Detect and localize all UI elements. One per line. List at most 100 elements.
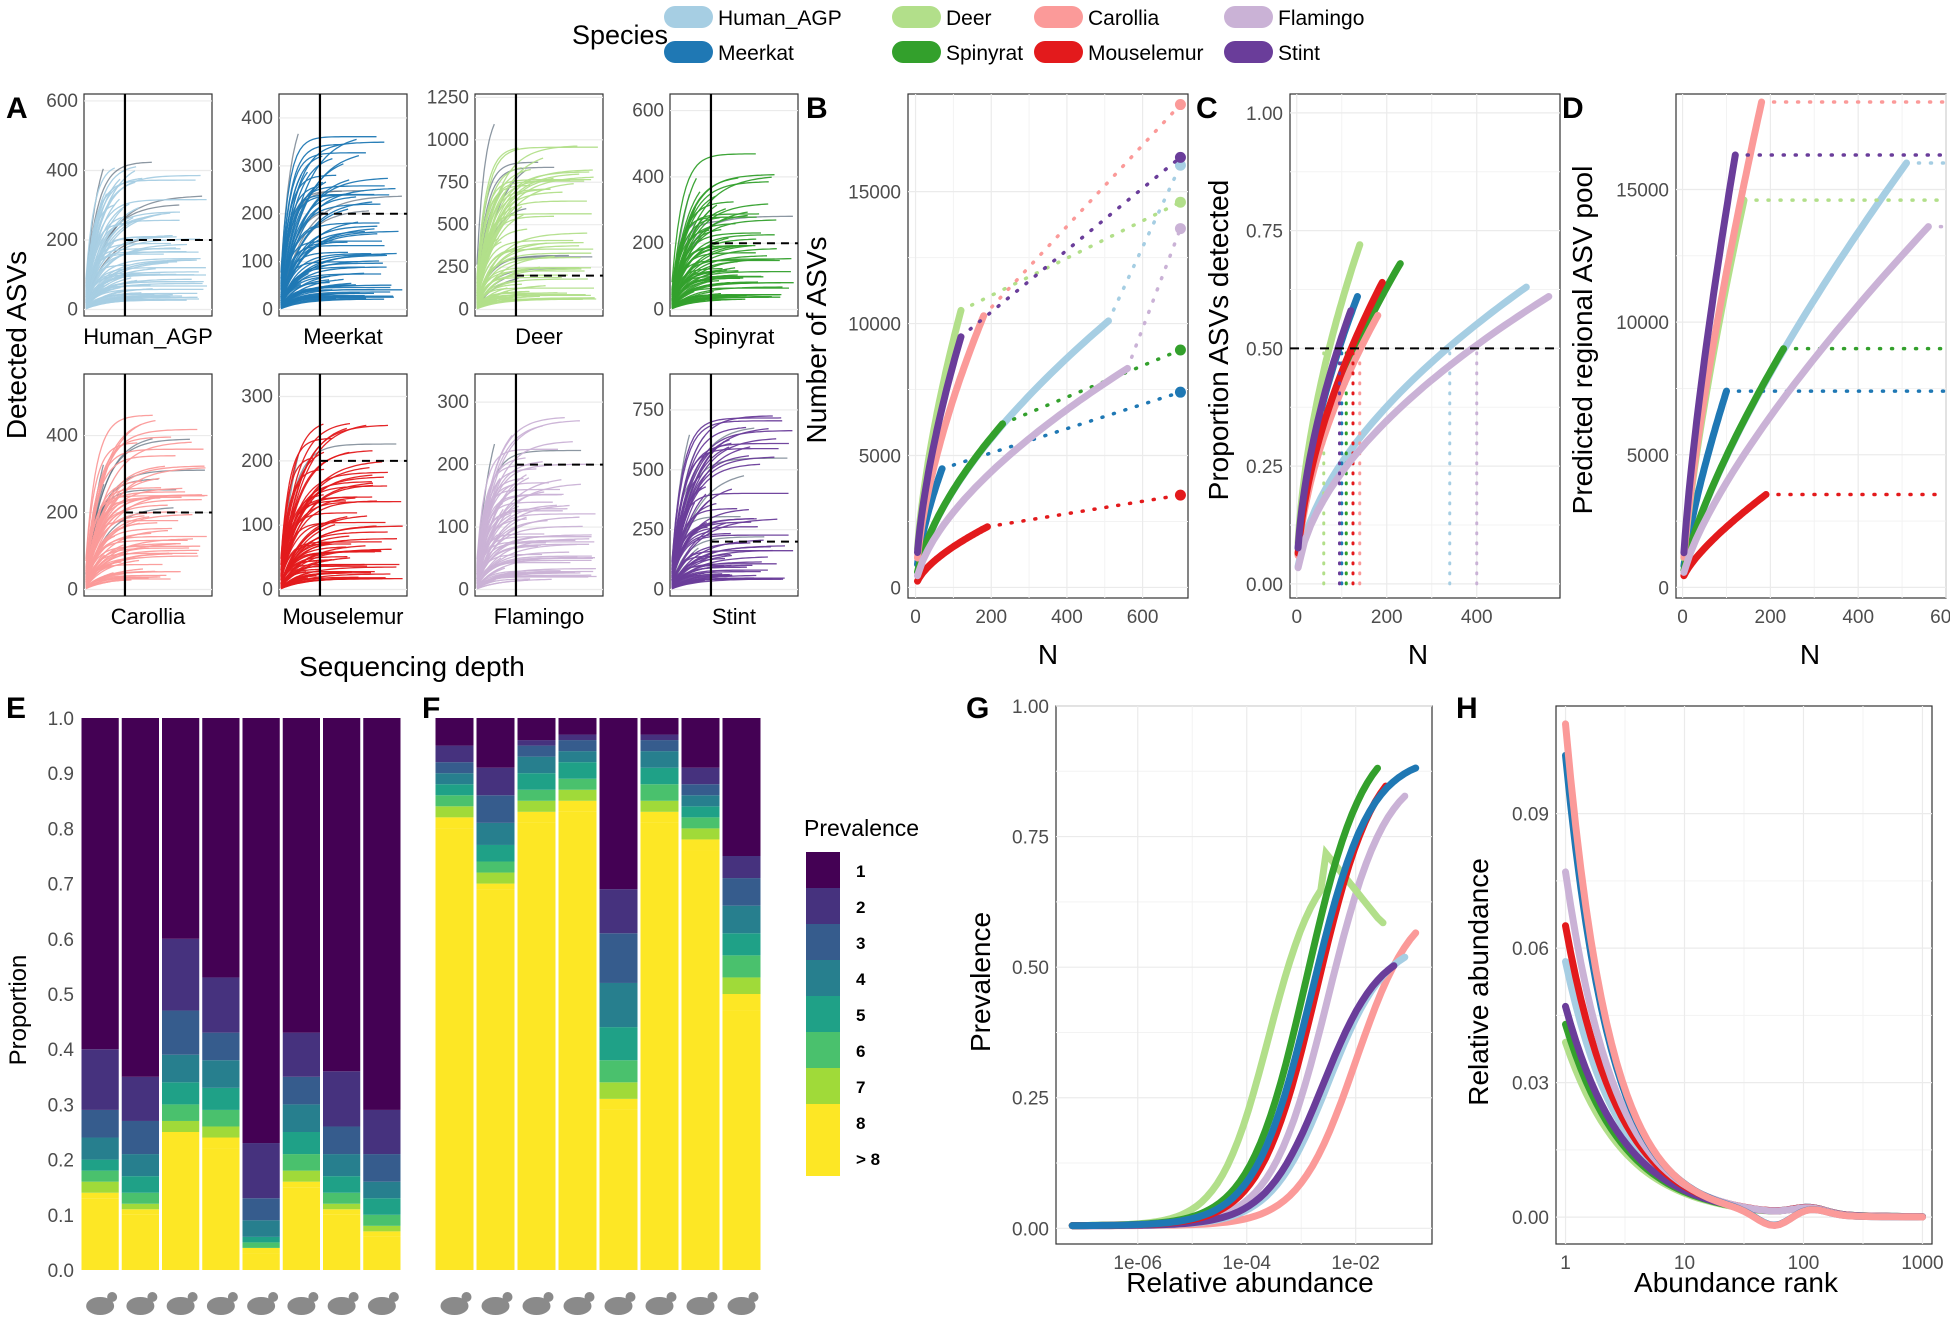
rarefaction-curve-human-agp (85, 161, 152, 287)
rarefaction-curve-carollia (85, 578, 171, 588)
facet-ytick-label: 400 (46, 160, 78, 181)
panel-label-d: D (1562, 92, 1584, 125)
panel-f-bar-segment-human-agp-2 (435, 745, 474, 763)
panel-e-species-icon-head-spinyrat (227, 1292, 238, 1302)
rarefaction-curve-mouselemur (280, 550, 382, 585)
rarefaction-curve-meerkat (280, 241, 332, 301)
rarefaction-curve-meerkat (280, 225, 378, 302)
rarefaction-curve-carollia (85, 535, 207, 582)
panel-f-bar-segment-mouselemur-4 (640, 751, 679, 768)
panel-e-bar-segment-deer-7 (162, 1120, 200, 1132)
facet-ytick-label: 250 (632, 520, 664, 541)
rarefaction-curve-mouselemur (280, 424, 367, 576)
rarefaction-curve-mouselemur (280, 500, 300, 570)
rarefaction-curve-mouselemur (280, 525, 377, 585)
panel-g-ytick-label: 0.25 (1012, 1089, 1049, 1110)
panel-e-bar-segment-meerkat-4 (121, 1154, 159, 1177)
panel-e-ytick-label: 0.6 (48, 930, 74, 951)
panel-c-ytick-label: 0.50 (1246, 339, 1283, 360)
rarefaction-curve-flamingo (476, 512, 512, 577)
rarefaction-curve-mouselemur (280, 571, 307, 587)
prevalence-key-4 (806, 960, 840, 996)
panel-e-prevalence-bars: 0.0 0.1 0.2 0.3 0.4 0.5 0.6 0.7 0.8 0.9 1.0 (48, 709, 402, 1315)
panel-c-ytick-label: 0.75 (1246, 222, 1283, 243)
rarefaction-curve-flamingo (476, 516, 580, 584)
rarefaction-curve-stint (671, 539, 764, 586)
facet-ytick-label: 250 (437, 257, 469, 278)
rarefaction-curve-spinyrat (671, 153, 756, 283)
panel-h-ytick-label: 0.00 (1512, 1208, 1549, 1229)
rarefaction-curve-human-agp (85, 271, 199, 306)
panel-f-bar-segment-human-agp-6 (435, 795, 474, 807)
panel-e-species-icon-head-meerkat (147, 1292, 158, 1302)
panel-d-plot-frame (1675, 93, 1947, 599)
rarefaction-curve-human-agp (85, 298, 144, 309)
rarefaction-curve-human-agp (85, 259, 197, 306)
rarefaction-curve-stint (671, 569, 768, 588)
panel-h-ytick-label: 0.03 (1512, 1074, 1549, 1095)
panel-e-species-icon-human-agp (86, 1297, 115, 1315)
facet-ytick-label: 300 (437, 392, 469, 413)
panel-f-bar-segment-mouselemur-7 (640, 800, 679, 812)
rarefaction-curve-spinyrat (671, 245, 739, 304)
rarefaction-curve-human-agp (85, 242, 171, 298)
panel-e-bar-segment-stint-2 (363, 1109, 401, 1155)
rarefaction-curve-human-agp (85, 211, 180, 299)
panel-e-bar-segment-mouselemur-5 (282, 1132, 320, 1155)
rarefaction-curve-deer (476, 278, 588, 307)
extrapolation-human-agp (1106, 163, 1183, 323)
facet-ytick-label: 200 (241, 204, 273, 225)
rarefaction-curve-flamingo (476, 578, 552, 590)
panel-f-species-icon-human-agp (440, 1297, 469, 1315)
panel-e-bar-segment-flamingo--8 (323, 1214, 361, 1270)
facet-label-meerkat: Meerkat (303, 324, 382, 349)
rarefaction-curve-deer (476, 248, 594, 300)
panel-e-bar-segment-human-agp-8 (81, 1192, 119, 1199)
panel-f-species-icon-carollia (604, 1297, 633, 1315)
facet-ytick-label: 0 (67, 580, 78, 601)
rarefaction-curve-carollia (85, 438, 190, 574)
facet-ytick-label: 0 (67, 300, 78, 321)
proportion-curve-human-agp (1294, 283, 1530, 570)
panel-f-bar-segment-flamingo-6 (681, 817, 720, 829)
rarefaction-curve-flamingo (476, 556, 578, 588)
rarefaction-curve-mouselemur (280, 565, 368, 586)
panel-e-bar-segment-carollia-2 (242, 1143, 280, 1199)
panel-e-ytick-label: 0.1 (48, 1206, 74, 1227)
panel-d-ylabel: Predicted regional ASV pool (1567, 166, 1598, 515)
panel-e-ytick-label: 0.4 (48, 1040, 75, 1061)
prevalence-legend: Prevalence 1 2 3 4 5 6 7 8 > 8 (804, 815, 919, 1176)
rarefaction-curve-deer (476, 239, 574, 299)
rarefaction-curve-flamingo (476, 491, 545, 581)
panel-h-xlabel: Abundance rank (1634, 1267, 1839, 1298)
rarefaction-curve-carollia (85, 513, 193, 584)
prevalence-key-7 (806, 1068, 840, 1104)
rarefaction-curve-spinyrat (671, 223, 736, 298)
rarefaction-curve-human-agp (85, 222, 130, 292)
rarefaction-curve-mouselemur (280, 531, 388, 584)
rarefaction-curve-mouselemur (280, 423, 324, 565)
rarefaction-curve-meerkat (280, 252, 372, 303)
rarefaction-curve-mouselemur (280, 461, 383, 580)
panel-f-species-icon-head-spinyrat (584, 1292, 595, 1302)
asv-curve-flamingo (914, 364, 1131, 580)
panel-b-xtick-label: 0 (910, 607, 921, 628)
panel-b-ylabel: Number of ASVs (801, 237, 832, 444)
rarefaction-curve-flamingo (476, 425, 543, 572)
panel-f-bar-segment-deer-2 (517, 740, 556, 746)
panel-g-xtick-label: 1e-02 (1331, 1253, 1380, 1274)
rarefaction-curve-meerkat (280, 240, 382, 296)
facet-carollia: 0 200 400 Carollia (46, 373, 213, 629)
panel-f-species-icon-head-meerkat (502, 1292, 513, 1302)
rarefaction-curve-human-agp (85, 257, 201, 304)
rarefaction-curve-flamingo (476, 502, 504, 575)
panel-f-bar-segment-mouselemur-5 (640, 767, 679, 785)
pool-curve-flamingo (1680, 223, 1932, 576)
rarefaction-curve-spinyrat (671, 248, 777, 305)
extrapolation-mouselemur (985, 493, 1183, 529)
panel-c-xlabel: N (1408, 639, 1428, 670)
prevalence-label--8: > 8 (856, 1150, 880, 1169)
panel-e-bar-segment-deer-8 (162, 1132, 200, 1138)
rarefaction-curve-flamingo (476, 559, 592, 587)
facet-label-human-agp: Human_AGP (83, 324, 213, 349)
